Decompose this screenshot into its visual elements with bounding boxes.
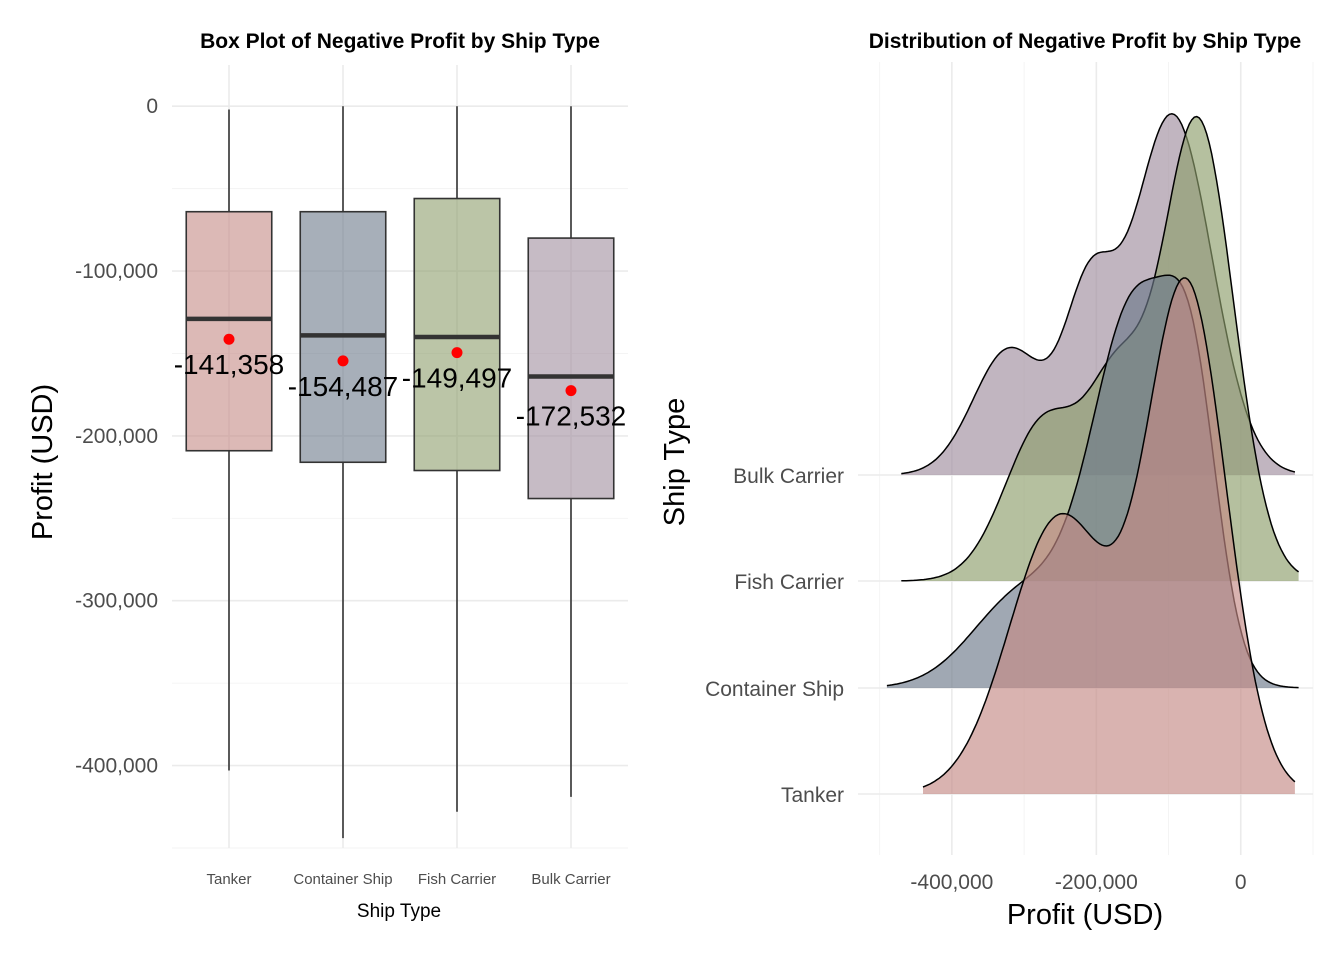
box-bulk-carrier: -172,532 xyxy=(516,106,627,797)
box-fish-carrier: -149,497 xyxy=(402,106,513,812)
box-mean-point xyxy=(337,355,349,367)
box-iqr-rect xyxy=(413,197,501,472)
ridge-x-tick-label: -400,000 xyxy=(910,871,993,894)
box-x-axis-title: Ship Type xyxy=(357,901,441,922)
box-mean-label: -141,358 xyxy=(174,349,285,380)
ridge-density-outline xyxy=(901,115,1300,582)
box-mean-point xyxy=(451,347,463,359)
ridge-plot-y-ticks: Tanker Container Ship Fish Carrier Bulk Car… xyxy=(705,465,844,807)
box-x-tick-label: Container Ship xyxy=(293,871,392,888)
box-tanker: -141,358 xyxy=(174,109,285,771)
box-y-axis-title: Profit (USD) xyxy=(27,384,59,540)
ridge-y-tick-label: Bulk Carrier xyxy=(733,465,844,488)
ridge-y-tick-label: Tanker xyxy=(781,784,844,807)
box-plot-boxes: -141,358-154,487 -149,497-172,532 xyxy=(174,106,627,839)
ridge-tanker xyxy=(922,277,1296,794)
box-mean-label: -149,497 xyxy=(402,363,513,394)
box-x-tick-label: Tanker xyxy=(206,871,251,888)
box-iqr-rect xyxy=(527,237,615,500)
box-chart-title: Box Plot of Negative Profit by Ship Type xyxy=(200,30,600,53)
ridge-x-tick-label: -200,000 xyxy=(1055,871,1138,894)
box-mean-label: -172,532 xyxy=(516,401,627,432)
box-y-tick-label: -400,000 xyxy=(75,755,158,778)
box-plot-x-ticks: Tanker Container Ship Fish Carrier Bulk Car… xyxy=(206,871,610,888)
ridge-x-axis-title: Profit (USD) xyxy=(1007,899,1163,931)
ridge-chart-title: Distribution of Negative Profit by Ship … xyxy=(869,30,1301,53)
ridge-y-axis-title: Ship Type xyxy=(659,398,691,526)
box-y-tick-label: 0 xyxy=(146,95,158,118)
ridge-y-tick-label: Fish Carrier xyxy=(734,571,844,594)
box-y-tick-label: -100,000 xyxy=(75,260,158,283)
ridge-density-outline xyxy=(922,277,1296,788)
box-y-tick-label: -300,000 xyxy=(75,590,158,613)
box-mean-point xyxy=(565,385,577,397)
box-iqr-rect xyxy=(185,210,273,452)
ridge-density-area xyxy=(923,278,1295,794)
ridge-x-tick-label: 0 xyxy=(1235,871,1247,894)
box-y-tick-label: -200,000 xyxy=(75,425,158,448)
ridge-y-tick-label: Container Ship xyxy=(705,678,844,701)
box-mean-label: -154,487 xyxy=(288,371,399,402)
box-x-tick-label: Bulk Carrier xyxy=(531,871,610,888)
box-mean-point xyxy=(223,333,235,345)
box-plot-y-ticks: 0 -100,000 -200,000 -300,000 -400,000 xyxy=(75,95,158,777)
ridge-plot-x-ticks: -400,000 -200,000 0 xyxy=(910,871,1246,894)
box-container-ship: -154,487 xyxy=(288,106,399,839)
box-x-tick-label: Fish Carrier xyxy=(418,871,496,888)
ridge-plot-densities xyxy=(886,113,1300,794)
